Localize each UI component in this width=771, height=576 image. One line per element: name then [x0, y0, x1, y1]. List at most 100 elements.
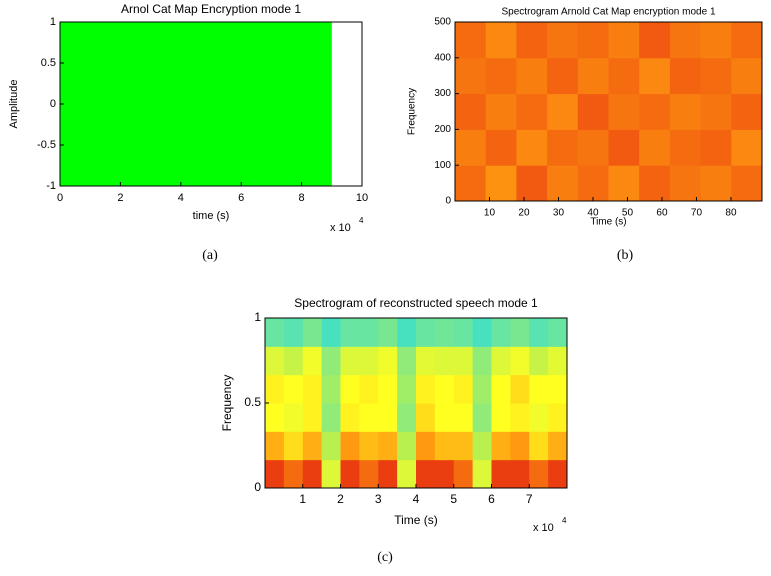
heat-cell — [547, 129, 579, 166]
heat-cell — [669, 165, 702, 202]
heat-cell — [516, 22, 548, 59]
x-tick-label: 30 — [553, 208, 565, 219]
heat-cell — [434, 403, 455, 432]
heat-cell — [491, 374, 511, 404]
heat-cell — [491, 459, 511, 489]
heat-cell — [485, 93, 517, 130]
heat-cell — [302, 431, 323, 461]
heat-cell — [529, 403, 549, 432]
heat-cell — [453, 346, 474, 376]
heat-cell — [321, 459, 341, 489]
heat-cell — [548, 346, 568, 376]
heat-cell — [700, 129, 732, 166]
y-tick-label: 0 — [445, 196, 451, 207]
heat-cell — [416, 403, 436, 432]
y-tick-label: 500 — [434, 17, 451, 28]
heat-cell — [700, 93, 732, 130]
heat-cell — [416, 459, 436, 489]
heat-cell — [547, 93, 579, 130]
heat-cell — [485, 57, 517, 95]
heat-cell — [321, 346, 341, 376]
heat-cell — [283, 318, 304, 347]
heat-cell — [302, 403, 323, 432]
heat-cell — [529, 431, 549, 461]
y-tick-label: 100 — [434, 160, 451, 171]
heat-cell — [516, 129, 548, 166]
heat-cell — [700, 57, 732, 95]
heat-cell — [608, 165, 640, 202]
x-tick-label: 0 — [57, 192, 63, 204]
heat-cell — [510, 459, 530, 489]
heat-cell — [548, 403, 568, 432]
heat-cell — [416, 318, 436, 347]
heat-cell — [453, 374, 474, 404]
heat-cell — [359, 459, 379, 489]
chart-title: Arnol Cat Map Encryption mode 1 — [121, 2, 301, 16]
heat-cell — [434, 459, 455, 489]
heat-cell — [510, 374, 530, 404]
heat-cell — [608, 93, 640, 130]
y-tick-label: 0.5 — [244, 395, 261, 409]
x-exponent: 4 — [359, 216, 364, 225]
heat-cell — [378, 318, 398, 347]
x-tick-label: 6 — [488, 492, 495, 506]
heat-cell — [472, 459, 492, 489]
heat-cell — [340, 403, 360, 432]
heat-cell — [283, 431, 304, 461]
y-tick-label: 0 — [254, 480, 261, 494]
x-tick-label: 70 — [691, 208, 703, 219]
heat-cell — [700, 22, 732, 59]
heat-cell — [283, 346, 304, 376]
y-tick-label: 0.5 — [41, 57, 56, 69]
x-tick-label: 50 — [622, 208, 634, 219]
heat-cell — [548, 459, 568, 489]
y-tick-label: -1 — [46, 180, 56, 192]
heat-cell — [510, 318, 530, 347]
heat-cell — [455, 93, 487, 130]
heat-cell — [547, 57, 579, 95]
heat-cell — [548, 374, 568, 404]
heat-cell — [472, 403, 492, 432]
heat-cell — [608, 129, 640, 166]
heat-cell — [321, 403, 341, 432]
y-tick-label: 400 — [434, 52, 451, 63]
heat-cell — [359, 403, 379, 432]
heat-cell — [397, 374, 417, 404]
heat-cell — [608, 22, 640, 59]
heat-cell — [548, 431, 568, 461]
heat-cell — [453, 431, 474, 461]
x-multiplier: x 10 — [330, 222, 351, 234]
x-tick-label: 4 — [178, 192, 184, 204]
heat-cell — [639, 165, 671, 202]
y-tick-label: 300 — [434, 88, 451, 99]
plot-frame — [454, 21, 763, 202]
heat-cell — [397, 318, 417, 347]
heat-cell — [516, 165, 548, 202]
heat-cell — [669, 93, 702, 130]
heat-cell — [397, 346, 417, 376]
heat-cell — [455, 129, 487, 166]
x-axis-label: Time (s) — [590, 217, 626, 228]
heat-cell — [731, 165, 763, 202]
y-tick-label: 1 — [50, 16, 56, 28]
x-exponent: 4 — [562, 516, 567, 525]
heat-cell — [516, 57, 548, 95]
heat-cell — [669, 129, 702, 166]
heat-cell — [283, 403, 304, 432]
heat-cell — [378, 403, 398, 432]
heat-cell — [283, 459, 304, 489]
x-tick-label: 10 — [484, 208, 496, 219]
heat-cell — [639, 93, 671, 130]
heat-cell — [397, 431, 417, 461]
heat-cell — [577, 57, 609, 95]
heat-cell — [302, 318, 323, 347]
heat-cell — [472, 346, 492, 376]
y-tick-label: 1 — [254, 310, 261, 324]
heat-cell — [669, 22, 702, 59]
heat-cell — [731, 22, 763, 59]
chart-title: Spectrogram of reconstructed speech mode… — [294, 296, 538, 310]
heat-cell — [485, 129, 517, 166]
heat-cell — [340, 318, 360, 347]
heat-cell — [397, 403, 417, 432]
